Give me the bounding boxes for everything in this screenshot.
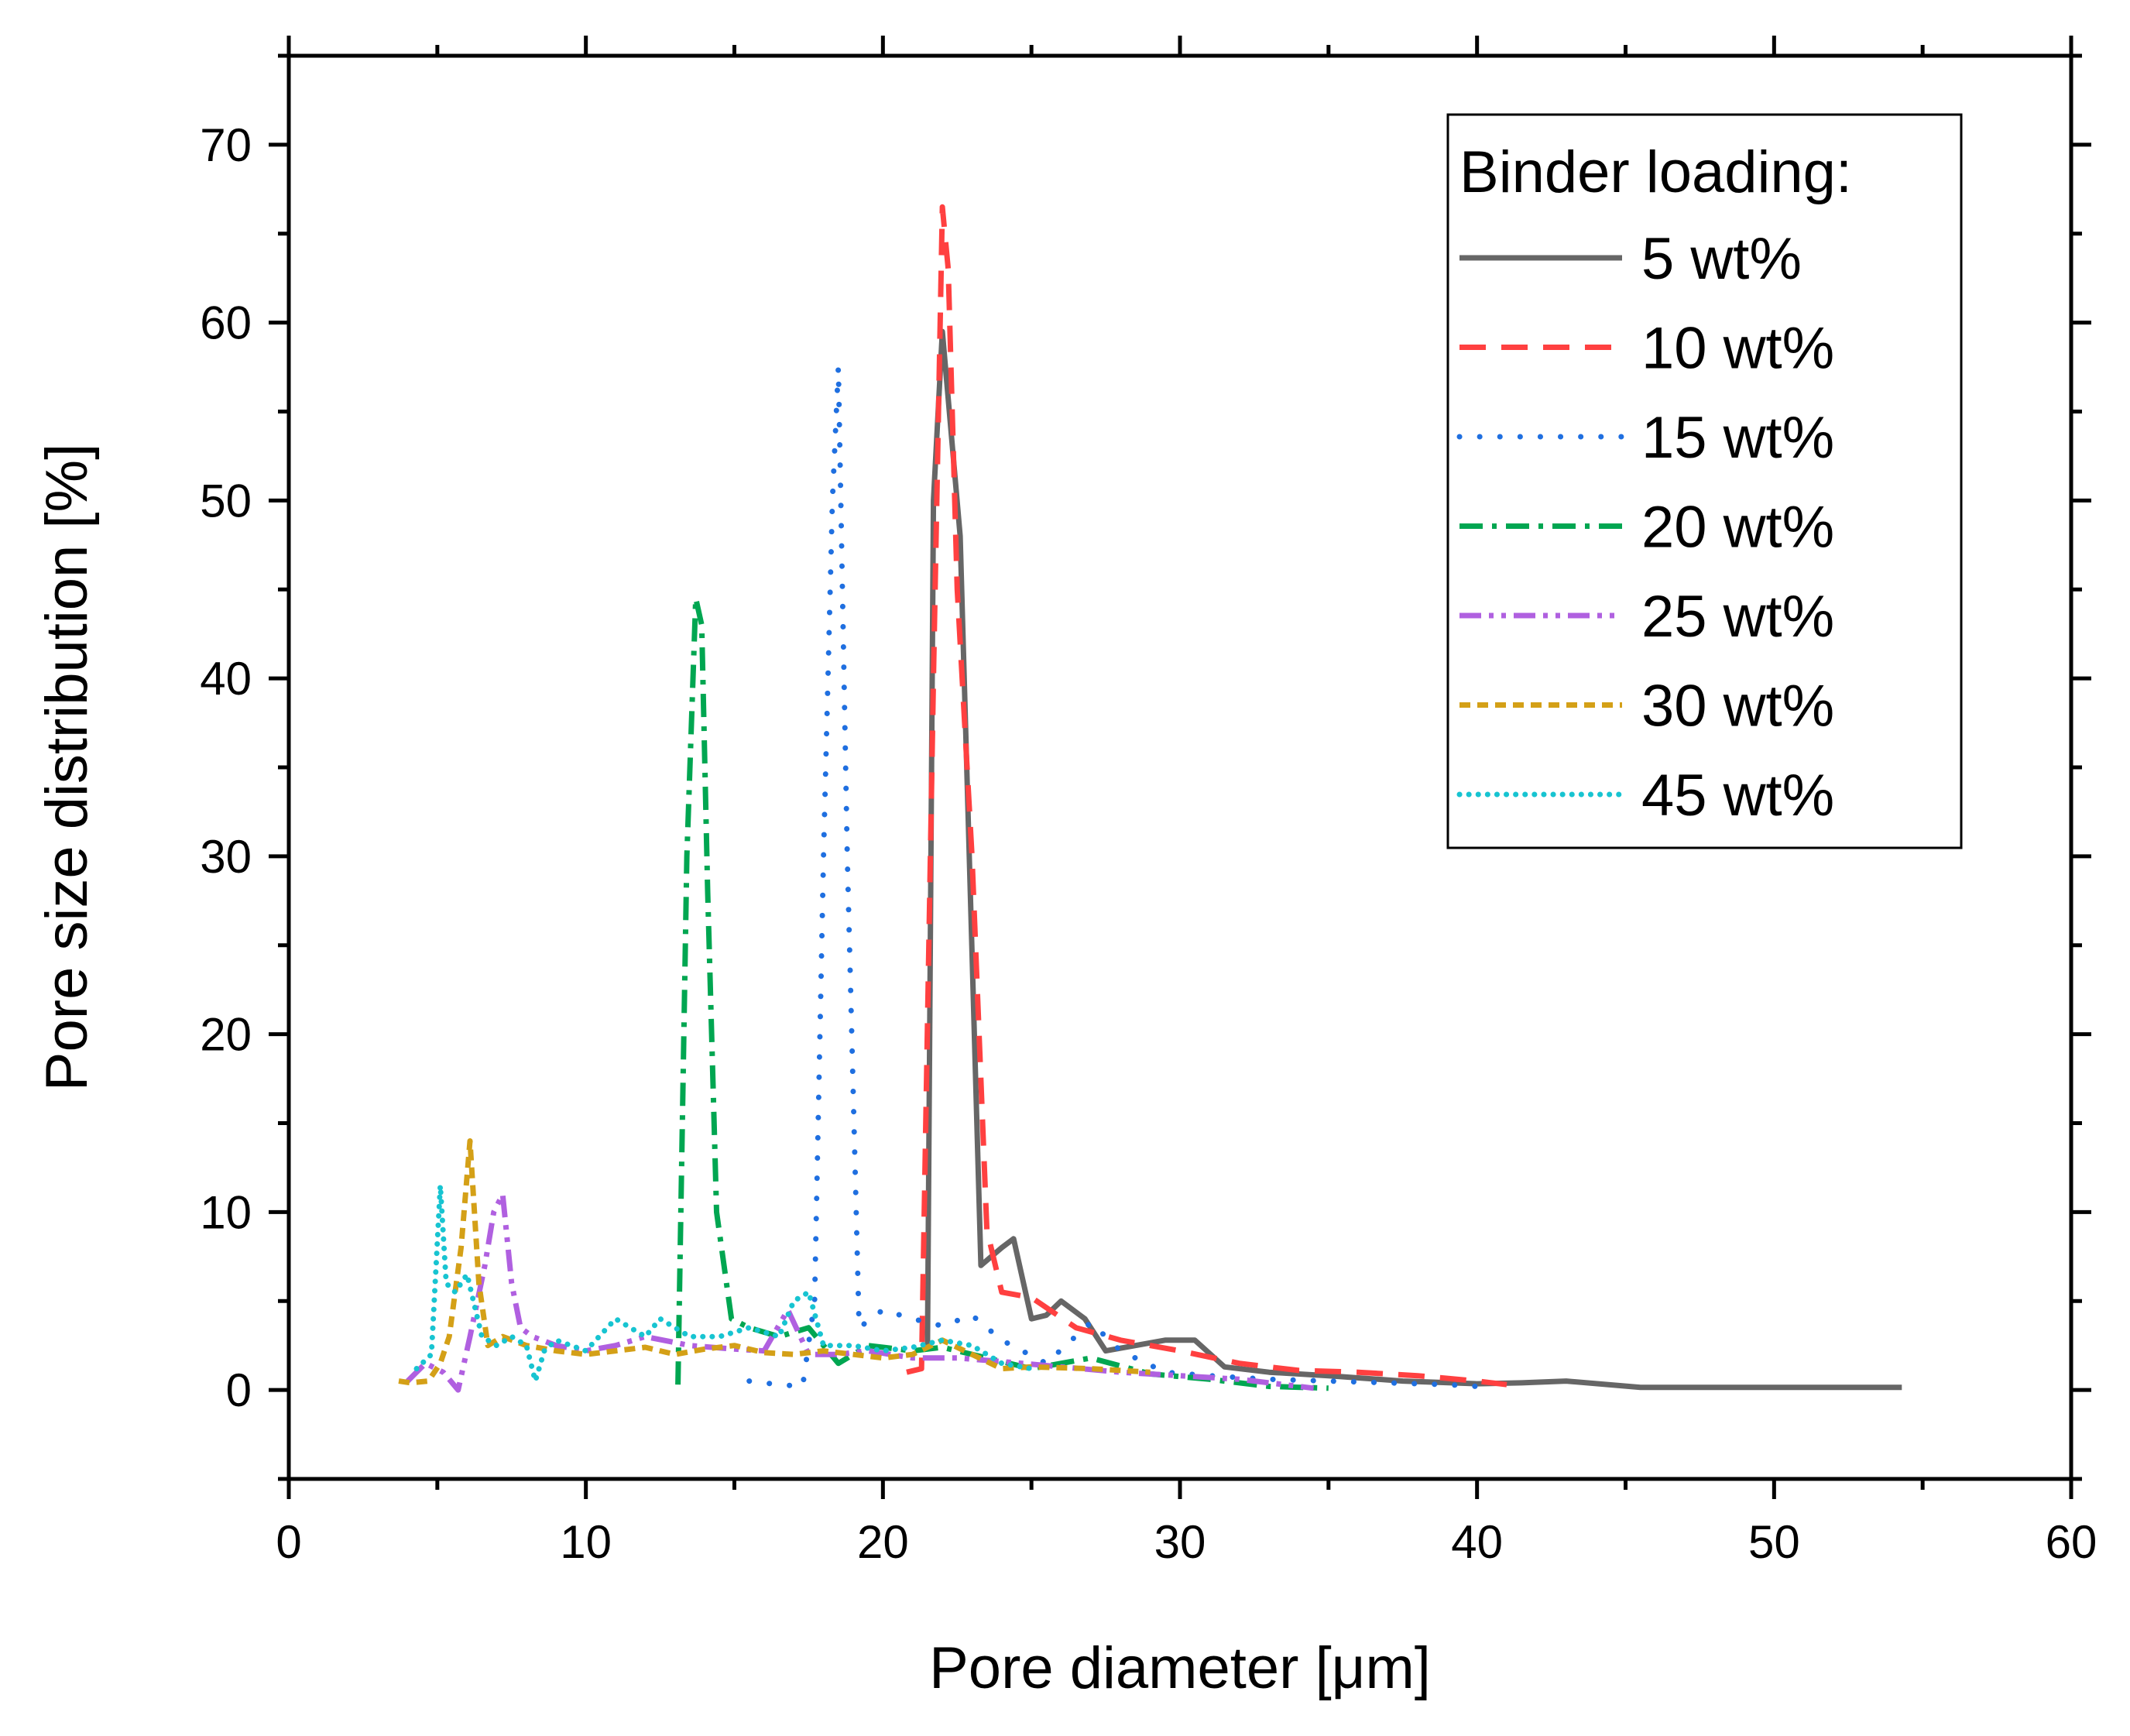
y-tick-label: 40 bbox=[200, 653, 252, 705]
legend-label: 20 wt% bbox=[1641, 495, 1834, 561]
legend-entry: 5 wt% bbox=[1459, 226, 1802, 292]
x-tick-label: 20 bbox=[857, 1516, 909, 1568]
series-line-6 bbox=[398, 1138, 1151, 1386]
legend-label: 10 wt% bbox=[1641, 316, 1834, 382]
legend-entry: 10 wt% bbox=[1459, 316, 1834, 382]
y-tick-label: 20 bbox=[200, 1009, 252, 1061]
y-tick-label: 50 bbox=[200, 475, 252, 527]
legend-label: 5 wt% bbox=[1641, 226, 1802, 292]
legend-title: Binder loading: bbox=[1459, 139, 1852, 205]
legend-label: 15 wt% bbox=[1641, 405, 1834, 471]
legend-entry: 25 wt% bbox=[1459, 584, 1834, 650]
legend-entries: 5 wt% 10 wt% 15 wt% 20 wt% 25 wt% 30 wt% 45 wt… bbox=[1456, 226, 1834, 829]
series-line-4 bbox=[675, 595, 1329, 1391]
legend-label: 25 wt% bbox=[1641, 584, 1834, 650]
legend-label: 30 wt% bbox=[1641, 674, 1834, 739]
y-tick-label: 30 bbox=[200, 831, 252, 883]
legend-entry: 45 wt% bbox=[1456, 763, 1834, 829]
y-tick-label: 10 bbox=[200, 1186, 252, 1238]
series-line-2 bbox=[906, 204, 1507, 1388]
ticks-layer bbox=[269, 36, 2091, 1499]
legend-box bbox=[1446, 113, 1963, 849]
series-line-3 bbox=[746, 364, 1480, 1389]
series-line-5 bbox=[406, 1191, 1315, 1393]
x-tick-label: 50 bbox=[1748, 1516, 1800, 1568]
legend-entry: 15 wt% bbox=[1456, 405, 1834, 471]
x-tick-label: 30 bbox=[1154, 1516, 1206, 1568]
y-tick-label: 70 bbox=[200, 119, 252, 171]
x-axis-title: Pore diameter [μm] bbox=[929, 1635, 1431, 1701]
x-tick-label: 40 bbox=[1451, 1516, 1503, 1568]
x-tick-label: 10 bbox=[560, 1516, 612, 1568]
legend-entry: 20 wt% bbox=[1459, 495, 1834, 561]
y-tick-label: 0 bbox=[226, 1364, 252, 1416]
series-line-1 bbox=[924, 328, 1902, 1391]
legend-label: 45 wt% bbox=[1641, 763, 1834, 829]
series-layer bbox=[398, 204, 1902, 1393]
y-tick-label: 60 bbox=[200, 297, 252, 349]
x-tick-label: 60 bbox=[2046, 1516, 2097, 1568]
legend-entry: 30 wt% bbox=[1459, 674, 1834, 739]
legend: Binder loading: 5 wt% 10 wt% 15 wt% 20 wt% 2… bbox=[1446, 113, 1963, 849]
tick-labels: 0 10 20 30 40 50 60 0 10 20 30 40 50 60 70 bbox=[200, 119, 2097, 1568]
y-axis-title: Pore size distribution [%] bbox=[34, 444, 100, 1091]
series-line-7 bbox=[413, 1182, 1034, 1384]
x-tick-label: 0 bbox=[276, 1516, 301, 1568]
